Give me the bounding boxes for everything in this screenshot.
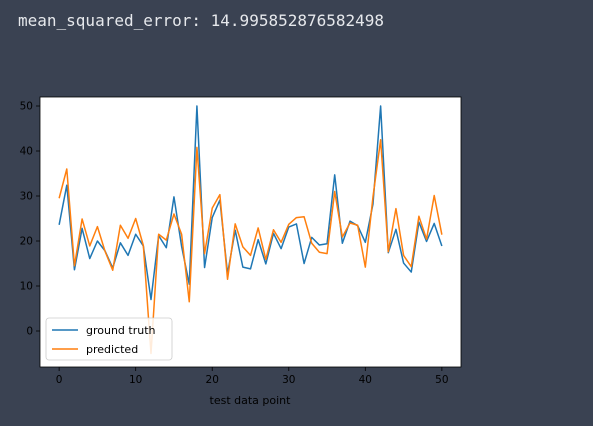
y-tick-label: 50: [20, 101, 33, 113]
y-tick-label: 30: [20, 191, 33, 203]
series-line-ground-truth: [58, 105, 443, 301]
x-tick-label: 10: [129, 374, 142, 386]
y-tick-label: 20: [20, 236, 33, 248]
x-tick-label: 50: [435, 374, 448, 386]
series-line-predicted: [58, 139, 443, 355]
x-tick-label: 0: [56, 374, 63, 386]
legend-label: ground truth: [86, 324, 156, 337]
y-tick-label: 40: [20, 146, 33, 158]
legend-label: predicted: [86, 343, 138, 356]
mse-output-text: mean_squared_error: 14.995852876582498: [18, 11, 385, 30]
plot-frame: [39, 96, 462, 368]
y-tick-label: 10: [20, 281, 33, 293]
x-axis-label: test data point: [210, 394, 292, 407]
legend: ground truth predicted: [45, 317, 173, 361]
x-axis: 0 10 20 30 40 50: [56, 367, 449, 386]
series-layer: [58, 105, 443, 355]
y-axis: 0 10 20 30 40 50: [20, 101, 40, 338]
x-tick-label: 40: [359, 374, 372, 386]
x-tick-label: 20: [206, 374, 219, 386]
y-tick-label: 0: [26, 326, 33, 338]
x-tick-label: 30: [282, 374, 295, 386]
